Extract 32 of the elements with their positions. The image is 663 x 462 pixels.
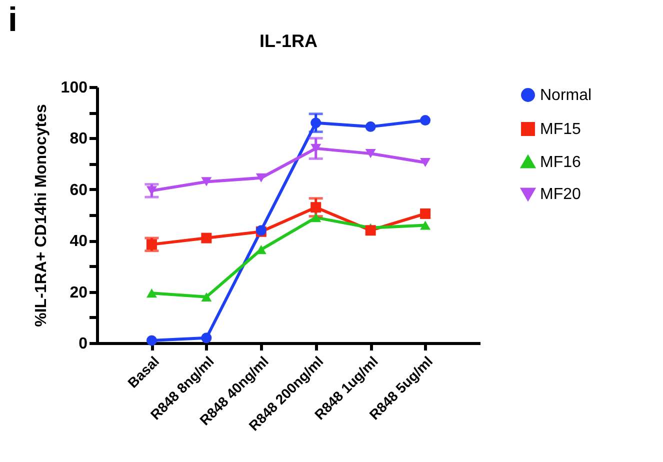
point <box>420 115 431 126</box>
point <box>201 232 212 244</box>
y-tick-label: 100 <box>60 80 88 96</box>
point <box>146 335 157 346</box>
legend-label: Normal <box>540 87 592 104</box>
point <box>201 332 212 344</box>
point <box>310 213 322 222</box>
point <box>420 220 431 230</box>
point <box>310 118 322 128</box>
text: i <box>8 0 18 40</box>
point <box>146 288 157 298</box>
y-tick-label: 60 <box>70 182 88 199</box>
point <box>420 158 431 168</box>
point <box>310 202 322 213</box>
point <box>201 177 212 186</box>
legend-label: MF15 <box>540 121 581 138</box>
point <box>420 208 431 219</box>
y-tick-label: 40 <box>70 233 88 250</box>
legend-label: MF16 <box>540 154 581 171</box>
y-axis-title: %IL-1RA+ CD14hi Monocytes <box>32 104 50 327</box>
y-tick-label: 0 <box>78 336 88 352</box>
point <box>365 225 376 236</box>
point <box>310 144 322 153</box>
y-tick-label: 80 <box>70 130 88 148</box>
y-tick-label: 20 <box>70 284 88 302</box>
point <box>146 239 157 250</box>
point <box>365 149 376 158</box>
legend-label: MF20 <box>540 186 581 203</box>
chart-title: IL-1RA <box>260 31 318 51</box>
point <box>365 121 376 132</box>
point <box>201 292 212 302</box>
point <box>256 173 266 182</box>
